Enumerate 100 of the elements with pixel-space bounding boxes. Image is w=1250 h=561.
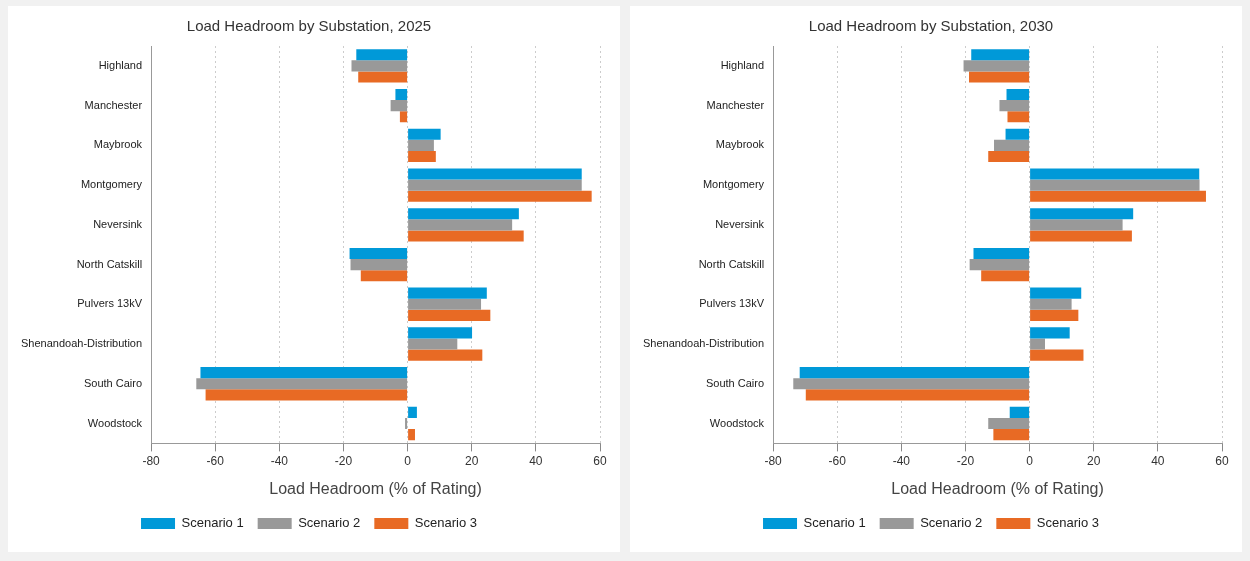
bar	[1009, 406, 1030, 418]
bar	[799, 367, 1030, 379]
bar	[408, 150, 436, 163]
y-tick-label: South Cairo	[83, 376, 143, 389]
bar	[408, 128, 441, 140]
bar	[408, 327, 473, 339]
bar	[356, 49, 408, 61]
x-tick-label: 20	[1087, 453, 1101, 468]
y-tick-label: Highland	[98, 58, 143, 71]
bar	[1030, 179, 1200, 191]
bar	[969, 259, 1030, 271]
y-tick-label: North Catskill	[698, 257, 765, 270]
legend-label: Scenario 3	[1036, 515, 1099, 531]
bar	[408, 287, 487, 299]
y-tick-label: Woodstock	[87, 416, 143, 429]
bar	[349, 247, 408, 260]
x-tick-label: 0	[404, 453, 412, 468]
y-tick-label: Neversink	[715, 217, 765, 230]
legend-label: Scenario 1	[181, 515, 244, 531]
bar	[1030, 298, 1072, 310]
y-tick-label: Shenandoah-Distribution	[642, 337, 765, 350]
x-axis-title: Load Headroom (% of Rating)	[891, 479, 1104, 497]
bar	[408, 429, 415, 441]
bar	[200, 367, 408, 379]
x-tick-label: -40	[270, 453, 289, 468]
bar	[350, 259, 408, 271]
y-tick-label: Neversink	[93, 217, 143, 230]
chart-title: Load Headroom by Substation, 2025	[186, 17, 432, 35]
bar	[805, 389, 1030, 401]
bar	[405, 417, 408, 430]
legend-label: Scenario 2	[298, 515, 361, 531]
bar	[1030, 327, 1070, 339]
bar	[408, 208, 519, 220]
x-tick-label: 60	[1215, 453, 1229, 468]
x-tick-label: 40	[1151, 453, 1165, 468]
bar	[408, 338, 458, 350]
bar	[1030, 230, 1132, 242]
bar	[399, 111, 408, 123]
bar	[1006, 88, 1030, 101]
bar	[408, 309, 491, 321]
bar	[205, 389, 408, 401]
legend-label: Scenario 1	[803, 515, 866, 531]
bar	[1030, 309, 1079, 321]
y-tick-label: Manchester	[706, 98, 765, 111]
bar	[971, 49, 1030, 61]
y-tick-label: Shenandoah-Distribution	[20, 337, 143, 350]
bar	[1007, 111, 1030, 123]
bar	[1030, 338, 1045, 350]
bar	[969, 71, 1030, 83]
y-tick-label: Woodstock	[709, 416, 765, 429]
y-tick-label: Maybrook	[715, 138, 765, 151]
bar	[963, 60, 1030, 72]
bar	[395, 88, 408, 101]
x-tick-label: -60	[206, 453, 225, 468]
bar	[1005, 128, 1030, 140]
x-tick-label: -80	[142, 453, 161, 468]
bar	[981, 270, 1030, 282]
y-tick-label: Maybrook	[93, 138, 143, 151]
bar	[408, 298, 482, 310]
y-tick-label: Montgomery	[80, 178, 143, 191]
bar	[196, 378, 408, 390]
y-tick-label: Montgomery	[702, 178, 765, 191]
bar	[408, 230, 524, 242]
bar	[973, 247, 1030, 260]
x-tick-label: -80	[764, 453, 783, 468]
bar	[360, 270, 408, 282]
bar	[988, 150, 1030, 163]
x-axis-title: Load Headroom (% of Rating)	[269, 479, 482, 497]
bar	[1030, 190, 1206, 202]
bar	[408, 179, 582, 191]
x-tick-label: 20	[465, 453, 479, 468]
x-tick-label: -40	[892, 453, 911, 468]
bar	[358, 71, 408, 83]
bar	[390, 100, 408, 112]
bar	[994, 139, 1030, 151]
bar	[1030, 208, 1134, 220]
y-tick-label: Highland	[720, 58, 765, 71]
bar	[408, 406, 417, 418]
x-tick-label: 40	[529, 453, 543, 468]
x-tick-label: -60	[828, 453, 847, 468]
legend-label: Scenario 3	[414, 515, 477, 531]
bar	[408, 139, 434, 151]
legend-label: Scenario 2	[920, 515, 983, 531]
bar	[1030, 287, 1082, 299]
x-tick-label: 60	[593, 453, 607, 468]
y-tick-label: Pulvers 13kV	[77, 297, 143, 310]
x-tick-label: 0	[1026, 453, 1034, 468]
bar	[999, 100, 1030, 112]
y-tick-label: South Cairo	[705, 376, 765, 389]
bar	[1030, 219, 1123, 231]
y-tick-label: Pulvers 13kV	[699, 297, 765, 310]
bar	[793, 378, 1030, 390]
bar	[408, 190, 592, 202]
x-tick-label: -20	[334, 453, 353, 468]
bar	[408, 219, 513, 231]
x-tick-label: -20	[956, 453, 975, 468]
y-tick-label: Manchester	[84, 98, 143, 111]
y-tick-label: North Catskill	[76, 257, 143, 270]
bar	[993, 429, 1030, 441]
bar	[1030, 349, 1084, 361]
